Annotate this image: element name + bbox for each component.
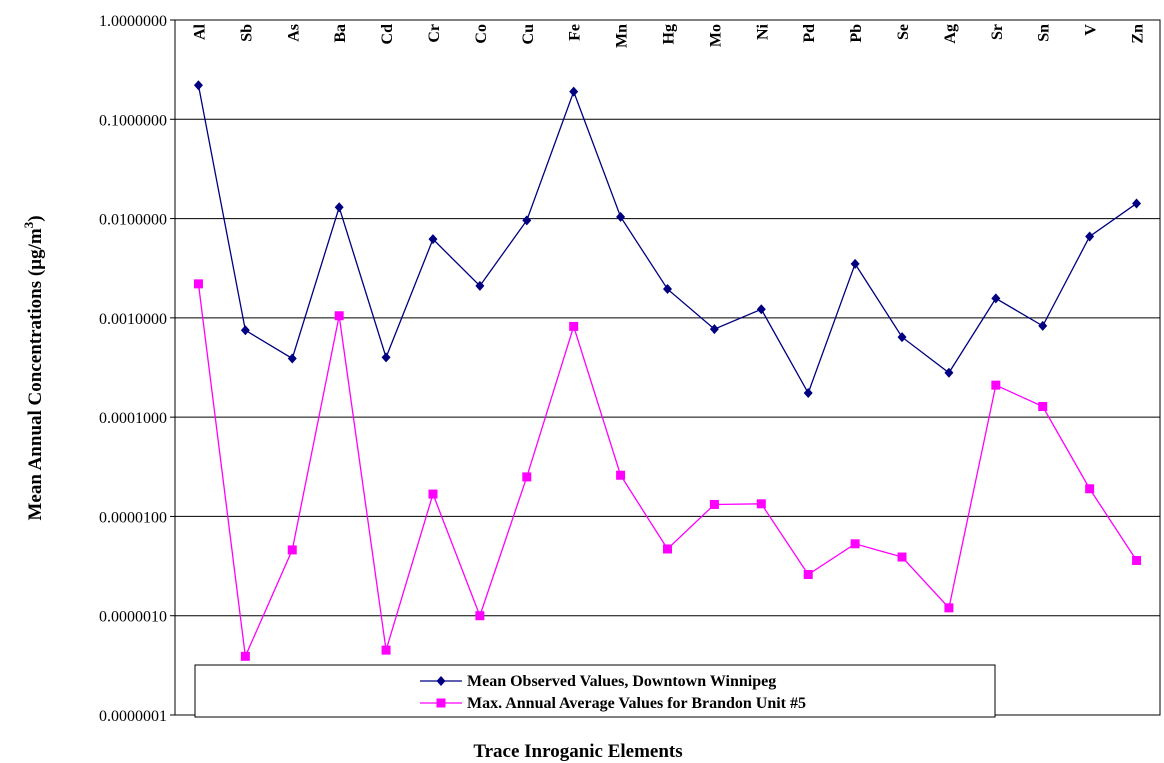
plot-area: [174, 19, 1161, 716]
data-point: [1085, 484, 1095, 494]
y-axis-title-main: Mean Annual Concentrations (µg/m: [25, 228, 46, 520]
data-point: [709, 324, 719, 335]
x-category-label: Co: [473, 24, 490, 44]
data-point: [428, 234, 438, 245]
y-tick-label: 0.0000100: [99, 509, 167, 526]
y-tick-label: 0.0000010: [99, 609, 167, 626]
legend-label-series-1: Mean Observed Values, Downtown Winnipeg: [467, 673, 776, 690]
y-tick-label: 0.0010000: [99, 311, 167, 328]
data-point: [616, 470, 626, 480]
data-point: [287, 545, 297, 555]
data-point: [381, 645, 391, 655]
data-point: [381, 352, 391, 363]
data-point: [287, 353, 297, 364]
data-point: [1132, 555, 1142, 565]
x-category-label: Mn: [614, 24, 631, 48]
data-point: [803, 570, 813, 580]
x-category-label: Sr: [989, 24, 1006, 40]
series-markers: [193, 80, 1142, 661]
x-category-label: Sb: [238, 24, 255, 42]
data-point: [991, 380, 1001, 390]
data-point: [756, 499, 766, 509]
legend-marker-series-2: [436, 698, 446, 708]
x-category-label: Fe: [567, 24, 584, 41]
y-tick-label: 0.0001000: [99, 410, 167, 427]
x-category-label: Cu: [520, 24, 537, 45]
data-point: [334, 311, 344, 321]
data-point: [663, 544, 672, 554]
x-category-label: Se: [895, 24, 912, 40]
x-category-label: Ni: [754, 23, 771, 40]
data-point: [991, 293, 1001, 304]
data-point: [850, 258, 860, 269]
x-category-label: V: [1083, 24, 1100, 36]
data-point: [522, 472, 532, 482]
x-category-label: Ag: [942, 24, 959, 44]
x-category-label: Cd: [379, 24, 396, 45]
legend: Mean Observed Values, Downtown Winnipeg …: [194, 664, 996, 718]
data-point: [709, 499, 719, 509]
data-point: [240, 325, 250, 336]
data-point: [569, 86, 579, 97]
legend-label-series-2: Max. Annual Average Values for Brandon U…: [467, 695, 806, 712]
data-point: [897, 332, 907, 343]
data-point: [475, 280, 485, 291]
y-tick-label: 1.0000000: [99, 13, 167, 30]
data-point: [1132, 198, 1142, 209]
x-category-label: Sn: [1036, 24, 1053, 42]
data-point: [850, 539, 860, 549]
x-category-label: Ba: [332, 24, 349, 43]
data-point: [1085, 231, 1095, 242]
data-point: [616, 211, 626, 222]
y-axis-title-close: ): [25, 215, 46, 221]
y-tick-label: 0.0000001: [99, 708, 167, 725]
x-category-label: Pd: [801, 24, 818, 43]
data-point: [663, 284, 672, 295]
x-axis-categories: Al Sb As Ba Cd Cr Co Cu Fe Mn Hg Mo Ni Pd Pb Se Ag Sr Sn V Z…: [191, 23, 1146, 48]
data-point: [193, 80, 203, 91]
legend-marker-series-1: [436, 676, 446, 686]
data-point: [756, 304, 766, 315]
x-category-label: As: [285, 24, 302, 42]
y-axis-title-superscript: 3: [21, 221, 36, 228]
data-point: [944, 603, 954, 613]
data-point: [193, 279, 203, 289]
data-point: [240, 651, 250, 661]
data-point: [428, 489, 438, 499]
data-point: [569, 321, 579, 331]
y-axis-title: Mean Annual Concentrations (µg/m3): [21, 215, 46, 520]
data-point: [897, 552, 907, 562]
y-tick-label: 0.1000000: [99, 112, 167, 129]
x-category-label: Zn: [1130, 24, 1147, 44]
data-point: [475, 611, 485, 621]
data-point: [522, 215, 532, 226]
data-point: [1038, 320, 1048, 331]
data-point: [944, 367, 954, 378]
x-axis-title: Trace Inroganic Elements: [473, 741, 682, 762]
data-point: [803, 388, 813, 399]
y-tick-label: 0.0100000: [99, 212, 167, 229]
x-category-label: Cr: [426, 24, 443, 43]
x-category-label: Al: [191, 23, 208, 40]
x-category-label: Mo: [707, 24, 724, 47]
data-point: [1038, 401, 1048, 411]
x-category-label: Hg: [661, 24, 678, 44]
x-category-label: Pb: [848, 24, 865, 43]
data-point: [334, 202, 344, 213]
y-axis-ticks: 1.0000000 0.1000000 0.0100000 0.0010000 0.00…: [99, 13, 175, 725]
legend-box: [194, 664, 996, 718]
